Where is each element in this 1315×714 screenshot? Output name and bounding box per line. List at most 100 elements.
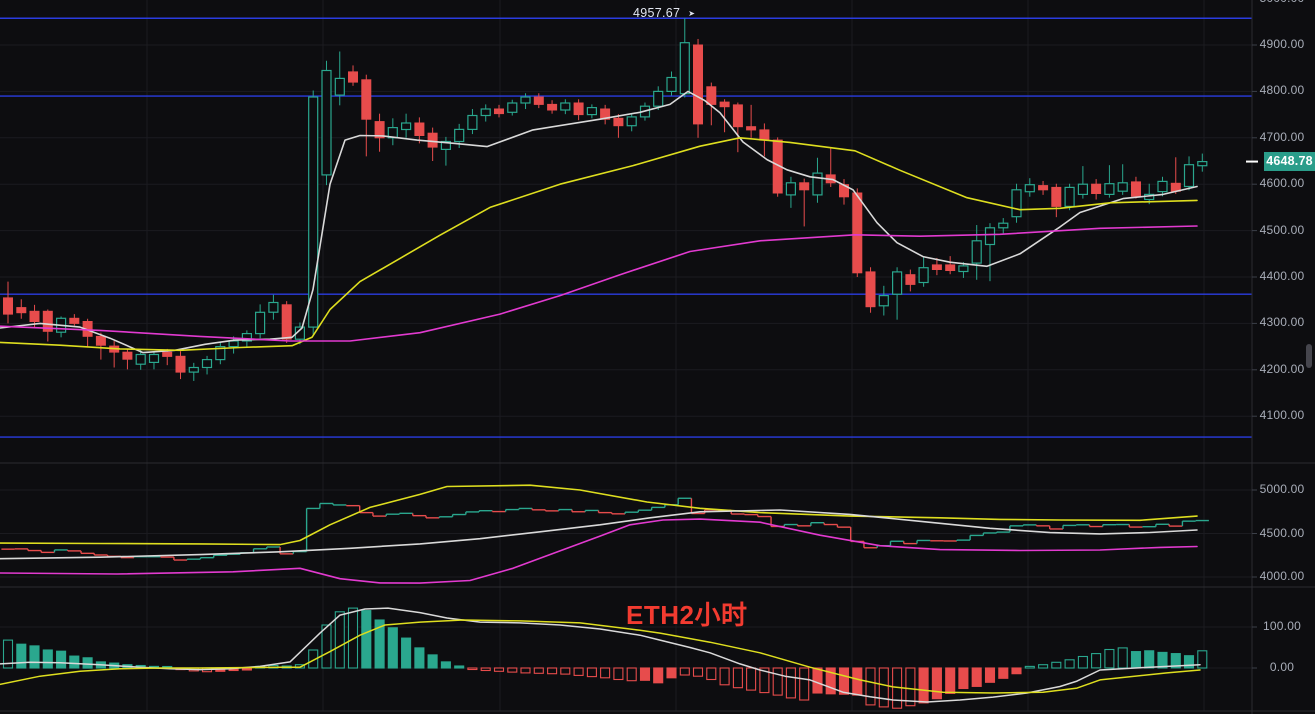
price-axis[interactable]: 5000.00 4900.00 4800.00 4700.00 4600.00 4500.… xyxy=(1252,0,1315,714)
price-axis-label: 4100.00 xyxy=(1259,408,1305,423)
candle xyxy=(1197,161,1208,167)
histogram-bar xyxy=(401,637,412,669)
candle xyxy=(122,351,133,360)
candle xyxy=(361,79,372,120)
histogram-bar xyxy=(294,664,305,669)
arrow-right-icon: ➤ xyxy=(688,8,696,18)
candle xyxy=(255,311,266,335)
histogram-bar xyxy=(493,667,505,672)
histogram-bar xyxy=(42,649,53,669)
candle xyxy=(1131,181,1141,197)
price-axis-label: 4200.00 xyxy=(1259,361,1305,376)
candle xyxy=(414,122,425,136)
histogram-bar xyxy=(1051,661,1062,669)
candles-layer xyxy=(3,18,1208,381)
candle xyxy=(547,103,558,111)
histogram-bar xyxy=(533,667,544,674)
candle xyxy=(321,69,332,176)
candle xyxy=(1104,183,1115,195)
histogram-bar xyxy=(998,667,1009,679)
histogram-bar xyxy=(1077,655,1088,669)
symbol-watermark: ETH2小时 xyxy=(626,600,748,630)
candle xyxy=(918,267,929,284)
candle xyxy=(653,90,664,107)
candle xyxy=(29,310,40,322)
candle xyxy=(958,265,969,273)
candle xyxy=(507,102,518,113)
histogram-bar xyxy=(361,610,372,669)
candle xyxy=(1051,186,1062,207)
candle xyxy=(1183,164,1195,188)
histogram-panel-layer xyxy=(0,607,1208,709)
candle xyxy=(308,96,319,328)
candle xyxy=(1038,185,1049,191)
histogram-bar xyxy=(971,667,982,687)
histogram-bar xyxy=(931,667,942,700)
histogram-bar xyxy=(653,667,664,684)
histogram-bar xyxy=(586,667,597,678)
histogram-bar xyxy=(732,667,743,689)
candle xyxy=(971,240,982,264)
histogram-bar xyxy=(2,639,14,669)
histogram-bar xyxy=(1170,653,1181,669)
candle xyxy=(135,353,146,365)
candle xyxy=(215,346,226,361)
candle xyxy=(945,264,956,271)
price-axis-label: 4600.00 xyxy=(1259,176,1305,191)
candle xyxy=(732,104,743,128)
candle xyxy=(891,271,903,295)
histogram-bar xyxy=(1064,659,1075,669)
candle xyxy=(1157,180,1168,193)
moving-averages-layer xyxy=(0,90,1198,354)
candle xyxy=(878,295,889,307)
price-axis-label: 4300.00 xyxy=(1259,315,1305,330)
price-level-lines xyxy=(0,17,1252,438)
last-price-value: 4648.78 xyxy=(1266,154,1313,168)
histogram-bar xyxy=(706,667,717,681)
candle xyxy=(613,117,624,127)
candle xyxy=(201,359,213,369)
candle xyxy=(241,333,252,342)
candle xyxy=(1077,183,1089,195)
candle xyxy=(693,44,703,125)
histogram-bar xyxy=(878,667,889,708)
histogram-bar xyxy=(427,654,438,669)
candle xyxy=(984,227,996,246)
last-price-badge: 4648.78 xyxy=(1264,152,1315,171)
candle xyxy=(175,355,186,373)
histogram-bar xyxy=(679,667,690,676)
histogram-bar xyxy=(16,643,27,669)
candle xyxy=(148,353,160,364)
candle xyxy=(1024,184,1035,193)
histogram-bar xyxy=(1117,647,1128,669)
bands-panel-layer xyxy=(0,484,1209,584)
candle xyxy=(626,116,637,127)
histogram-bar xyxy=(666,667,677,679)
candle xyxy=(334,77,345,96)
candle xyxy=(268,301,279,313)
candle xyxy=(865,271,876,308)
plot-area xyxy=(0,0,1252,711)
vertical-scrollbar-thumb[interactable] xyxy=(1306,344,1312,368)
histogram-bar xyxy=(1157,651,1168,669)
candle xyxy=(586,106,598,116)
histogram-bar xyxy=(785,667,796,699)
grid-layer xyxy=(0,0,1252,711)
histogram-bar xyxy=(440,661,451,669)
price-axis-label: 4000.00 xyxy=(1259,569,1305,583)
candle xyxy=(281,304,292,340)
candle xyxy=(188,366,199,373)
candle xyxy=(812,172,823,196)
candle xyxy=(520,96,531,104)
histogram-bar xyxy=(865,667,876,706)
peak-price-text: 4957.67 xyxy=(633,6,681,20)
histogram-bar xyxy=(507,667,518,673)
histogram-bar xyxy=(520,667,531,674)
histogram-bar xyxy=(613,667,624,681)
candle xyxy=(228,340,239,348)
histogram-bar xyxy=(414,647,425,669)
candle xyxy=(440,140,451,151)
candle xyxy=(560,102,571,111)
